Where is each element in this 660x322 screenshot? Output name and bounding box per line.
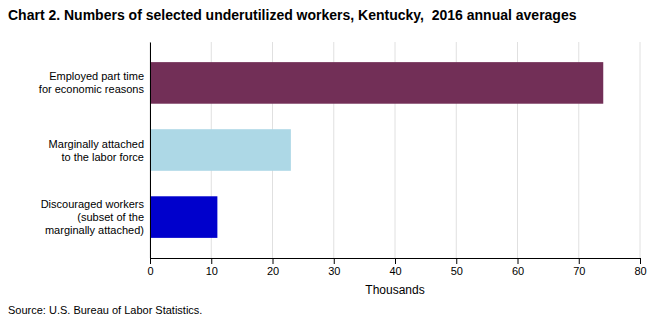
x-tick: 20 xyxy=(267,258,279,277)
x-tick-label: 80 xyxy=(634,265,646,277)
bar xyxy=(150,129,291,171)
x-axis-line xyxy=(151,259,641,265)
x-tick: 30 xyxy=(328,258,340,277)
grid-line xyxy=(640,42,641,258)
plot: 0 10 20 30 40 50 60 70 80 Discouraged workers(sub… xyxy=(39,42,647,297)
source: Source: U.S. Bureau of Labor Statistics. xyxy=(8,304,202,316)
chart: Chart 2. Numbers of selected underutiliz… xyxy=(0,0,660,322)
x-tick-mark xyxy=(518,258,519,264)
x-tick-label: 30 xyxy=(328,265,340,277)
x-tick-label: 0 xyxy=(147,265,153,277)
x-axis-title: Thousands xyxy=(365,283,424,297)
x-tick: 50 xyxy=(451,258,463,277)
x-tick-label: 40 xyxy=(389,265,401,277)
x-tick: 10 xyxy=(206,258,218,277)
x-tick-mark xyxy=(456,258,457,264)
bar xyxy=(150,62,603,104)
x-tick-label: 60 xyxy=(512,265,524,277)
x-tick-mark xyxy=(579,258,580,264)
x-tick-mark xyxy=(273,258,274,264)
y-tick-label: Discouraged workers(subset of themargina… xyxy=(41,198,145,236)
x-tick: 80 xyxy=(634,258,646,277)
y-axis-line xyxy=(150,43,151,259)
bars xyxy=(150,62,603,238)
bar xyxy=(150,196,217,238)
y-tick-label: Employed part timefor economic reasons xyxy=(39,70,145,95)
y-axis: Discouraged workers(subset of themargina… xyxy=(39,43,151,259)
x-tick: 40 xyxy=(389,258,401,277)
x-tick-mark xyxy=(640,258,641,264)
x-tick-mark xyxy=(211,258,212,264)
title: Chart 2. Numbers of selected underutiliz… xyxy=(8,7,577,23)
x-tick-label: 20 xyxy=(267,265,279,277)
x-tick-label: 10 xyxy=(206,265,218,277)
x-tick: 70 xyxy=(573,258,585,277)
y-tick: Marginally attachedto the labor force xyxy=(49,138,150,163)
x-tick-mark xyxy=(395,258,396,264)
x-tick: 0 xyxy=(147,258,153,277)
x-tick-mark xyxy=(334,258,335,264)
y-tick: Discouraged workers(subset of themargina… xyxy=(41,198,150,236)
y-tick-label: Marginally attachedto the labor force xyxy=(49,138,144,163)
x-axis: 0 10 20 30 40 50 60 70 80 xyxy=(147,258,646,277)
x-tick: 60 xyxy=(512,258,524,277)
x-tick-label: 50 xyxy=(451,265,463,277)
x-tick-label: 70 xyxy=(573,265,585,277)
grid xyxy=(150,42,640,258)
y-tick: Employed part timefor economic reasons xyxy=(39,70,150,95)
grid-line xyxy=(150,42,151,258)
x-tick-mark xyxy=(150,258,151,264)
